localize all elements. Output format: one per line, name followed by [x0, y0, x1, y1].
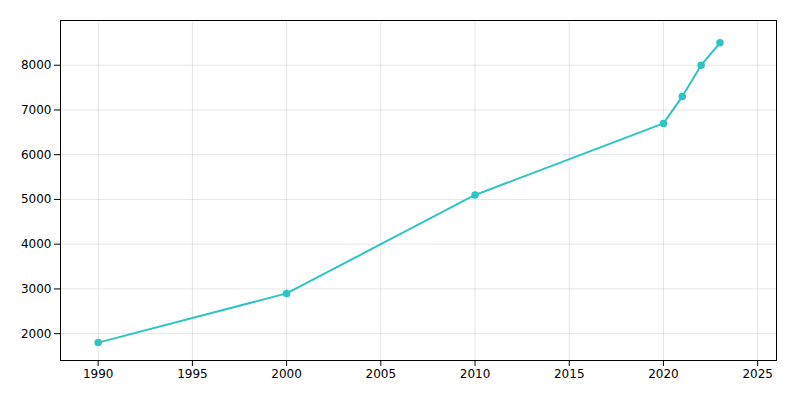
svg-text:2025: 2025 — [742, 367, 773, 381]
svg-text:4000: 4000 — [21, 237, 52, 251]
svg-text:1990: 1990 — [83, 367, 114, 381]
svg-text:2010: 2010 — [460, 367, 491, 381]
svg-text:2000: 2000 — [271, 367, 302, 381]
svg-text:2000: 2000 — [21, 326, 52, 340]
svg-text:3000: 3000 — [21, 282, 52, 296]
svg-text:2015: 2015 — [554, 367, 585, 381]
svg-text:5000: 5000 — [21, 192, 52, 206]
svg-text:2005: 2005 — [366, 367, 397, 381]
svg-text:2020: 2020 — [648, 367, 679, 381]
svg-text:8000: 8000 — [21, 58, 52, 72]
svg-text:7000: 7000 — [21, 103, 52, 117]
svg-text:6000: 6000 — [21, 148, 52, 162]
svg-text:1995: 1995 — [177, 367, 208, 381]
